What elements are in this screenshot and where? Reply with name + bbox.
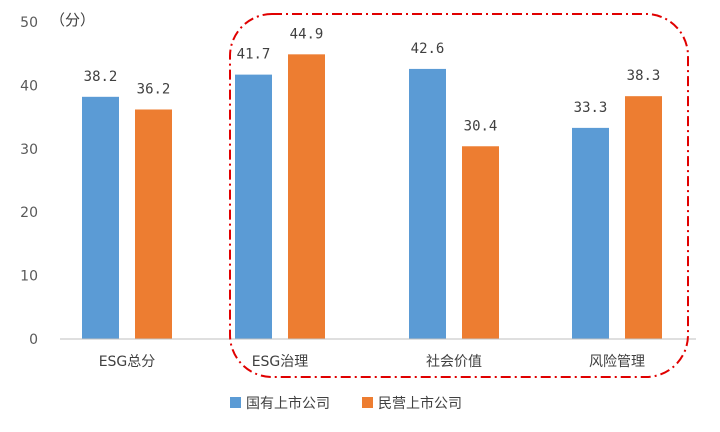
- y-axis-ticks: 0 10 20 30 40 50: [20, 15, 38, 348]
- category-labels: ESG总分 ESG治理 社会价值 风险管理: [99, 354, 645, 370]
- bars: [82, 54, 662, 340]
- legend-label-state: 国有上市公司: [246, 395, 330, 412]
- y-tick-label: 0: [29, 332, 38, 348]
- data-label: 36.2: [137, 81, 171, 97]
- data-label: 33.3: [574, 100, 608, 116]
- data-label: 41.7: [237, 47, 271, 63]
- bar-private-1: [288, 54, 325, 340]
- y-tick-label: 20: [20, 205, 38, 221]
- data-labels: 38.2 36.2 41.7 44.9 42.6 30.4 33.3 38.3: [84, 26, 661, 134]
- legend-swatch-private: [362, 397, 373, 408]
- y-tick-label: 30: [20, 142, 38, 158]
- bar-private-3: [625, 96, 662, 339]
- data-label: 38.2: [84, 69, 118, 85]
- legend-swatch-state: [230, 397, 241, 408]
- data-label: 38.3: [627, 68, 661, 84]
- bar-private-2: [462, 146, 499, 339]
- category-label: 社会价值: [426, 354, 482, 370]
- bar-state-2: [409, 68, 446, 339]
- data-label: 42.6: [411, 41, 445, 57]
- bar-private-0: [135, 109, 172, 339]
- y-tick-label: 40: [20, 78, 38, 94]
- data-label: 44.9: [290, 26, 324, 42]
- highlight-box: [229, 13, 689, 378]
- category-label: 风险管理: [589, 354, 645, 370]
- legend: 国有上市公司 民营上市公司: [230, 395, 462, 412]
- data-label: 30.4: [464, 118, 498, 134]
- category-label: ESG总分: [99, 354, 156, 370]
- y-tick-label: 10: [20, 269, 38, 285]
- legend-label-private: 民营上市公司: [378, 395, 462, 412]
- bar-state-3: [572, 127, 609, 340]
- y-axis-unit-label: （分）: [50, 11, 95, 29]
- bar-state-1: [235, 74, 272, 339]
- y-tick-label: 50: [20, 15, 38, 31]
- category-label: ESG治理: [252, 354, 309, 370]
- bar-state-0: [82, 96, 119, 339]
